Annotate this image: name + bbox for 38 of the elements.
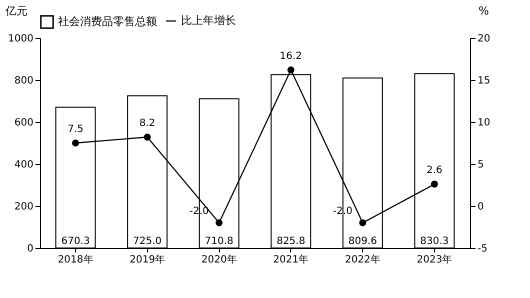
- y-tick-label: 400: [14, 160, 34, 170]
- point: [430, 180, 438, 188]
- y-tick-label: 1000: [8, 34, 34, 44]
- y2-axis-title: %: [478, 4, 489, 18]
- y2-tick-label: 5: [478, 160, 484, 170]
- point: [359, 219, 366, 226]
- x-tick-label: 2023年: [416, 254, 452, 266]
- y2-tick-label: 20: [478, 34, 490, 44]
- data-label: 710.8: [204, 236, 234, 247]
- data-label: 825.8: [276, 236, 306, 247]
- y-tick-label: 0: [27, 244, 34, 254]
- x-tick-label: 2022年: [344, 254, 380, 266]
- data-label: 2.6: [426, 165, 442, 176]
- data-label: 7.5: [68, 124, 84, 135]
- data-label: 809.6: [348, 236, 377, 247]
- data-label: 830.3: [420, 236, 449, 247]
- y-tick-label: 800: [14, 76, 34, 86]
- x-tick-label: 2018年: [58, 254, 94, 266]
- y-tick-label: 200: [14, 202, 34, 212]
- point: [144, 134, 151, 141]
- y-tick-label: 600: [14, 118, 34, 128]
- y-axis-title: 亿元: [4, 4, 28, 18]
- y2-tick-label: -5: [478, 244, 488, 254]
- x-tick-label: 2019年: [130, 254, 166, 266]
- data-label: 8.2: [139, 118, 156, 130]
- data-label: 670.3: [61, 236, 90, 247]
- point: [216, 219, 223, 226]
- y2-tick-label: 0: [478, 202, 484, 212]
- y2-tick-label: 10: [478, 118, 490, 128]
- legend-label: 比上年增长: [181, 14, 236, 27]
- x-tick-label: 2021年: [273, 254, 309, 266]
- data-label: 16.2: [280, 50, 302, 62]
- point: [287, 66, 294, 74]
- x-tick-label: 2020年: [201, 254, 237, 266]
- data-label: 725.0: [133, 236, 162, 247]
- point: [72, 140, 80, 146]
- legend-label: 社会消费品零售总额: [58, 15, 157, 28]
- y2-tick-label: 15: [478, 76, 490, 86]
